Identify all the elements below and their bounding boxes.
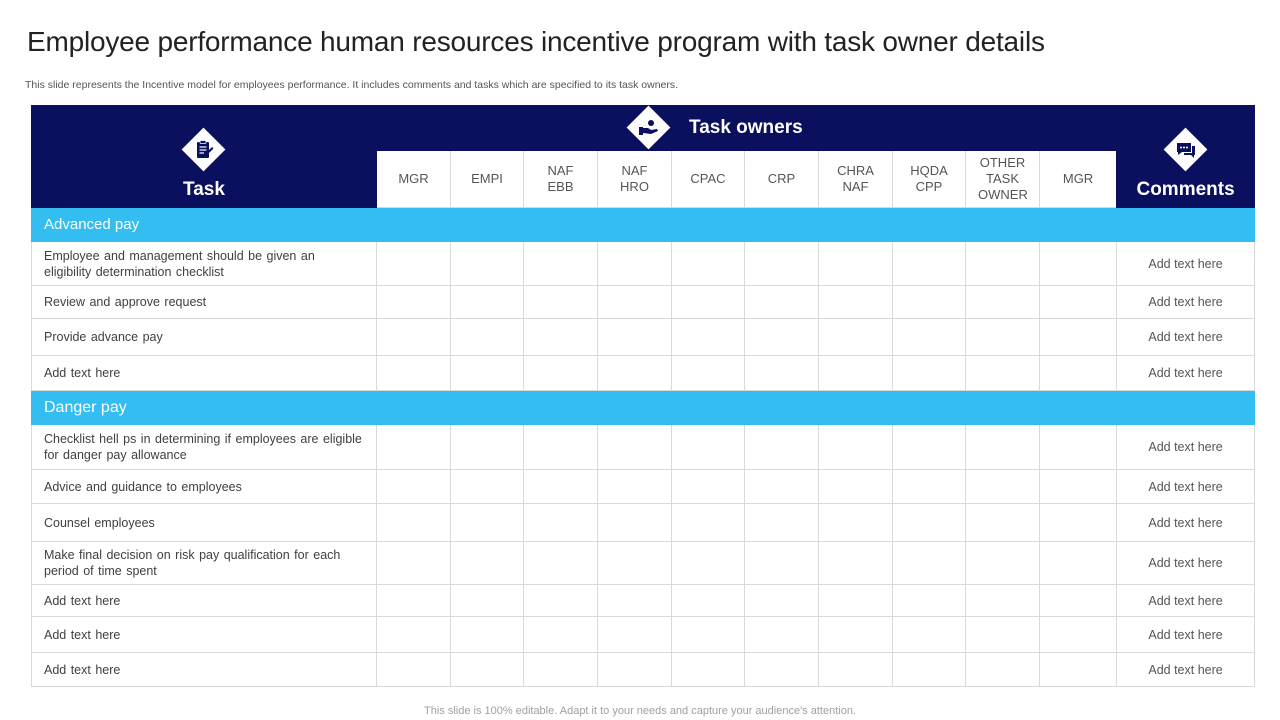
task-cell: Make final decision on risk pay qualific… <box>31 541 377 585</box>
comment-cell: Add text here <box>1116 616 1256 653</box>
handshake-icon <box>626 105 671 150</box>
table-row: Add text here Add text here <box>31 584 1256 617</box>
task-cell: Review and approve request <box>31 285 377 319</box>
owner-column-header: CHRA NAF <box>818 150 893 208</box>
comment-cell: Add text here <box>1116 584 1256 617</box>
section-row-danger-pay: Danger pay <box>30 390 1256 425</box>
owner-column-header: HQDA CPP <box>892 150 966 208</box>
comment-cell: Add text here <box>1116 503 1256 542</box>
table-row: Add text here Add text here <box>31 616 1256 653</box>
table-row: Add text here Add text here <box>31 652 1256 687</box>
comment-cell: Add text here <box>1116 469 1256 504</box>
owner-column-header: CRP <box>744 150 819 208</box>
task-cell: Add text here <box>31 355 377 391</box>
owner-column-header: CPAC <box>671 150 745 208</box>
task-owners-header-cell: Task owners <box>375 105 1118 151</box>
owner-column-header: NAF HRO <box>597 150 672 208</box>
section-label: Danger pay <box>30 390 1256 425</box>
owner-column-header: EMPI <box>450 150 524 208</box>
comment-cell: Add text here <box>1116 241 1256 286</box>
task-owners-header-label: Task owners <box>689 117 803 138</box>
checklist-icon <box>181 127 226 172</box>
task-cell: Add text here <box>31 652 377 687</box>
table-row: Employee and management should be given … <box>31 241 1256 286</box>
task-cell: Add text here <box>31 584 377 617</box>
task-cell: Advice and guidance to employees <box>31 469 377 504</box>
owner-column-header: MGR <box>376 150 451 208</box>
page-subtitle: This slide represents the Incentive mode… <box>25 79 679 91</box>
page-title: Employee performance human resources inc… <box>27 26 1045 57</box>
section-label: Advanced pay <box>30 207 1256 242</box>
table-row: Counsel employees Add text here <box>31 503 1256 542</box>
table-row: Advice and guidance to employees Add tex… <box>31 469 1256 504</box>
chat-bubble-icon <box>1163 127 1208 172</box>
task-cell: Checklist hell ps in determining if empl… <box>31 424 377 470</box>
task-cell: Add text here <box>31 616 377 653</box>
comment-cell: Add text here <box>1116 424 1256 470</box>
comment-cell: Add text here <box>1116 541 1256 585</box>
owner-column-header: OTHER TASK OWNER <box>965 150 1040 208</box>
comment-cell: Add text here <box>1116 318 1256 356</box>
table-row: Make final decision on risk pay qualific… <box>31 541 1256 585</box>
task-cell: Counsel employees <box>31 503 377 542</box>
comment-cell: Add text here <box>1116 652 1256 687</box>
task-cell: Provide advance pay <box>31 318 377 356</box>
task-header-cell: Task <box>31 105 377 208</box>
table-row: Checklist hell ps in determining if empl… <box>31 424 1256 470</box>
owner-column-header: MGR <box>1038 150 1118 208</box>
comments-header-cell: Comments <box>1116 105 1256 208</box>
table-row: Review and approve request Add text here <box>31 285 1256 319</box>
task-header-label: Task <box>183 179 225 200</box>
section-row-advanced-pay: Advanced pay <box>30 207 1256 242</box>
comment-cell: Add text here <box>1116 285 1256 319</box>
task-cell: Employee and management should be given … <box>31 241 377 286</box>
table-row: Add text here Add text here <box>31 355 1256 391</box>
owner-column-header: NAF EBB <box>523 150 598 208</box>
comment-cell: Add text here <box>1116 355 1256 391</box>
footer-note: This slide is 100% editable. Adapt it to… <box>424 705 856 717</box>
task-owner-table: Task Task owners <box>30 105 1256 687</box>
comments-header-label: Comments <box>1136 179 1235 200</box>
table-row: Provide advance pay Add text here <box>31 318 1256 356</box>
